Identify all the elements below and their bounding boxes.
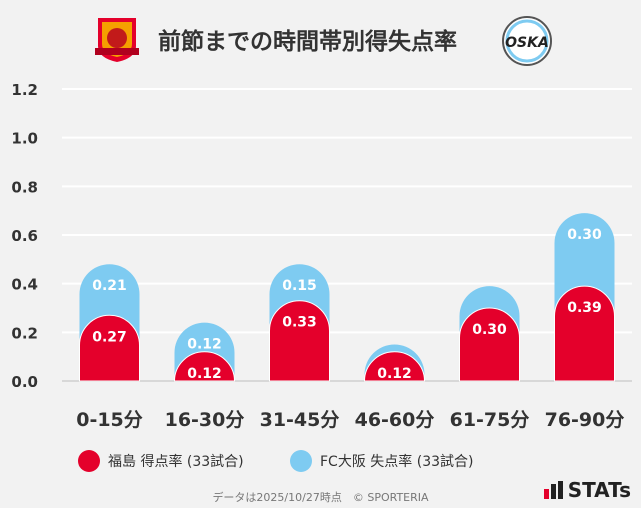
- y-tick-label: 1.2: [11, 81, 38, 99]
- data-label-fc-osaka: 0.12: [187, 337, 222, 353]
- y-tick-label: 1.0: [11, 130, 38, 148]
- legend-label: 福島 得点率 (33試合): [108, 454, 244, 470]
- bar-chart: 0.0 0.2 0.4 0.6 0.8 1.0 1.2 0.27 0.21 0-15分 0.12 0.…: [11, 81, 632, 431]
- bar-fukushima: [173, 351, 236, 382]
- legend-item-fc-osaka: FC大阪 失点率 (33試合): [290, 450, 473, 472]
- legend-label: FC大阪 失点率 (33試合): [320, 454, 474, 470]
- bar-fukushima: [79, 314, 140, 382]
- y-tick-label: 0.8: [11, 178, 38, 196]
- fukushima-united-logo: [95, 18, 139, 62]
- y-tick-label: 0.6: [11, 227, 38, 245]
- chart-title: 前節までの時間帯別得失点率: [158, 29, 457, 55]
- stats-brand: STATs: [543, 478, 631, 502]
- data-label-fc-osaka: 0.21: [92, 278, 127, 294]
- bar-fukushima: [554, 285, 615, 382]
- x-tick-label: 46-60分: [355, 409, 435, 431]
- data-label-fukushima: 0.12: [377, 366, 412, 382]
- x-tick-label: 0-15分: [76, 409, 143, 431]
- data-label-fukushima: 0.12: [187, 366, 222, 382]
- data-label-fukushima: 0.33: [282, 315, 317, 331]
- x-tick-label: 76-90分: [545, 409, 625, 431]
- data-label-fc-osaka: 0.30: [567, 227, 602, 243]
- legend-swatch-blue: [290, 450, 312, 472]
- x-tick-label: 16-30分: [165, 409, 245, 431]
- footer-note: データは2025/10/27時点 © SPORTERIA: [212, 491, 429, 504]
- data-label-fukushima: 0.27: [92, 329, 127, 345]
- bar-fukushima: [363, 351, 426, 382]
- legend-item-fukushima: 福島 得点率 (33試合): [78, 450, 244, 472]
- svg-text:OSKA: OSKA: [505, 35, 549, 51]
- data-label-fukushima: 0.30: [472, 322, 507, 338]
- stats-logo-icon: [543, 481, 563, 499]
- x-tick-label: 31-45分: [260, 409, 340, 431]
- y-tick-label: 0.4: [11, 276, 38, 294]
- y-tick-label: 0.0: [11, 373, 38, 391]
- data-label-fukushima: 0.39: [567, 300, 602, 316]
- brand-text: STATs: [567, 478, 631, 502]
- y-tick-label: 0.2: [11, 324, 38, 342]
- legend-swatch-red: [78, 450, 100, 472]
- x-tick-label: 61-75分: [450, 409, 530, 431]
- fc-osaka-logo: OSKA: [502, 16, 552, 66]
- bar-fukushima: [269, 300, 330, 382]
- data-label-fc-osaka: 0.15: [282, 278, 317, 294]
- bar-fukushima: [459, 307, 520, 382]
